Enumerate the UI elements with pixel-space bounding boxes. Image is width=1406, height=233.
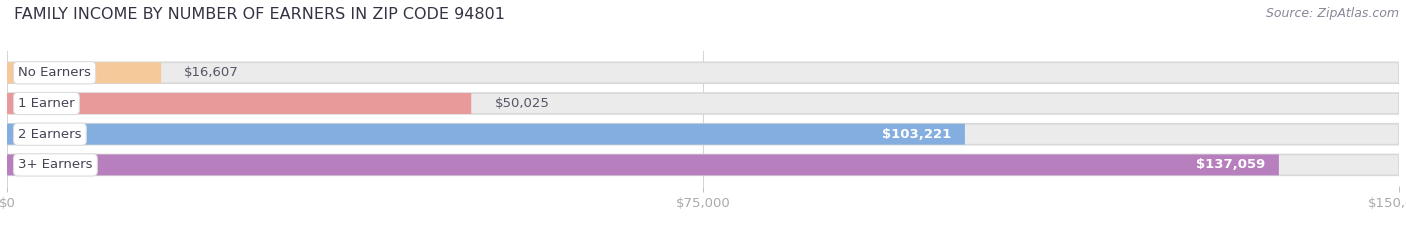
Text: No Earners: No Earners [18, 66, 91, 79]
Text: FAMILY INCOME BY NUMBER OF EARNERS IN ZIP CODE 94801: FAMILY INCOME BY NUMBER OF EARNERS IN ZI… [14, 7, 505, 22]
Text: $50,025: $50,025 [495, 97, 550, 110]
FancyBboxPatch shape [7, 154, 1279, 175]
Text: 1 Earner: 1 Earner [18, 97, 75, 110]
FancyBboxPatch shape [7, 124, 1399, 145]
FancyBboxPatch shape [7, 62, 1399, 83]
Text: $137,059: $137,059 [1195, 158, 1265, 171]
Text: 3+ Earners: 3+ Earners [18, 158, 93, 171]
FancyBboxPatch shape [7, 154, 1399, 175]
FancyBboxPatch shape [7, 62, 162, 83]
Text: 2 Earners: 2 Earners [18, 128, 82, 141]
Text: Source: ZipAtlas.com: Source: ZipAtlas.com [1265, 7, 1399, 20]
FancyBboxPatch shape [7, 124, 965, 145]
Text: $16,607: $16,607 [184, 66, 239, 79]
FancyBboxPatch shape [7, 93, 1399, 114]
Text: $103,221: $103,221 [882, 128, 950, 141]
FancyBboxPatch shape [7, 93, 471, 114]
